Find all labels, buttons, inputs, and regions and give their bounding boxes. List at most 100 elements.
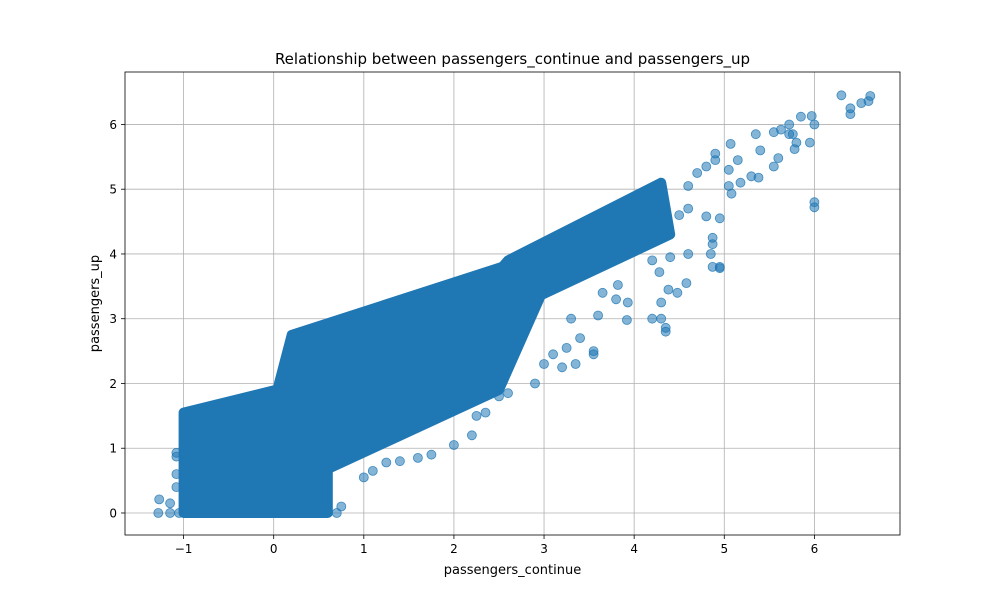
data-point xyxy=(723,164,734,175)
data-point xyxy=(865,91,876,101)
data-point xyxy=(622,297,633,308)
data-point xyxy=(503,388,513,399)
data-point xyxy=(683,249,694,259)
data-point xyxy=(805,137,815,148)
x-tick-label: 0 xyxy=(270,542,278,556)
data-point xyxy=(548,349,558,360)
data-point xyxy=(681,278,692,289)
x-tick-label: −1 xyxy=(175,542,193,556)
data-point xyxy=(726,188,737,199)
x-tick-label: 3 xyxy=(540,542,548,556)
data-point xyxy=(656,297,667,308)
data-point xyxy=(787,129,798,140)
y-tick-label: 3 xyxy=(109,312,117,326)
x-tick-label: 6 xyxy=(811,542,819,556)
data-point xyxy=(710,148,721,159)
data-point xyxy=(412,452,423,463)
data-point xyxy=(773,153,784,164)
data-point xyxy=(714,213,725,224)
chart-title: Relationship between passengers_continue… xyxy=(275,50,750,69)
y-tick-label: 0 xyxy=(109,506,117,520)
data-point xyxy=(466,430,477,441)
data-point xyxy=(672,287,683,298)
data-point xyxy=(836,90,847,101)
data-point xyxy=(165,498,176,509)
data-point xyxy=(750,129,761,140)
x-tick-label: 1 xyxy=(360,542,368,556)
data-point xyxy=(426,449,437,460)
y-tick-label: 2 xyxy=(109,377,117,391)
data-point xyxy=(683,203,694,214)
data-point xyxy=(367,465,378,476)
data-point xyxy=(806,111,817,121)
data-point xyxy=(613,280,623,290)
data-point xyxy=(701,161,712,172)
data-point xyxy=(692,168,703,178)
data-point xyxy=(755,145,766,156)
x-axis-label: passengers_continue xyxy=(444,563,581,578)
data-point xyxy=(171,469,182,480)
y-axis-label: passengers_up xyxy=(88,255,103,352)
data-point xyxy=(714,261,725,272)
y-tick-label: 1 xyxy=(109,442,117,456)
data-point xyxy=(597,287,608,298)
data-point xyxy=(588,349,599,360)
data-point xyxy=(791,137,802,148)
data-point xyxy=(656,313,667,324)
data-point xyxy=(174,508,185,518)
data-point xyxy=(539,359,549,369)
data-point xyxy=(530,378,540,389)
data-point xyxy=(753,172,764,183)
axis-ticks: −1 0 1 2 3 4 5 6 0 1 2 3 4 5 6 xyxy=(109,118,818,556)
data-point xyxy=(593,310,603,321)
data-point xyxy=(154,494,165,505)
data-point xyxy=(701,211,712,222)
data-point xyxy=(358,472,369,483)
data-point xyxy=(768,161,779,172)
data-point xyxy=(566,313,576,324)
data-point xyxy=(683,181,694,191)
data-point xyxy=(725,138,736,149)
y-tick-label: 4 xyxy=(109,247,117,261)
data-point xyxy=(561,342,572,353)
x-tick-label: 5 xyxy=(720,542,728,556)
data-point xyxy=(796,111,806,122)
data-point xyxy=(705,249,716,259)
data-point xyxy=(647,313,658,324)
data-point xyxy=(570,359,581,369)
data-point xyxy=(809,197,820,208)
data-point xyxy=(336,501,347,512)
data-point xyxy=(557,362,567,373)
data-point xyxy=(809,119,820,130)
data-point xyxy=(480,407,491,418)
data-point xyxy=(663,284,674,295)
dense-point-cloud xyxy=(430,177,676,350)
x-tick-label: 4 xyxy=(630,542,638,556)
data-point xyxy=(165,508,176,518)
data-point xyxy=(845,103,856,114)
data-point xyxy=(394,456,405,467)
data-point xyxy=(611,294,621,305)
data-point xyxy=(665,252,676,263)
data-point xyxy=(732,155,743,166)
data-points xyxy=(153,90,876,518)
y-tick-label: 6 xyxy=(109,118,117,132)
data-point xyxy=(575,333,585,344)
data-point xyxy=(471,410,482,421)
data-point xyxy=(707,232,718,243)
data-point xyxy=(622,315,632,325)
y-tick-label: 5 xyxy=(109,183,117,197)
plot-frame xyxy=(124,71,901,536)
data-point xyxy=(660,322,671,333)
data-point xyxy=(171,482,182,493)
data-point xyxy=(674,210,685,221)
data-point xyxy=(171,447,182,458)
data-point xyxy=(153,508,164,518)
data-point xyxy=(784,119,795,130)
data-point xyxy=(381,457,392,468)
data-point xyxy=(735,177,746,188)
x-tick-label: 2 xyxy=(450,542,458,556)
data-point xyxy=(654,267,665,278)
